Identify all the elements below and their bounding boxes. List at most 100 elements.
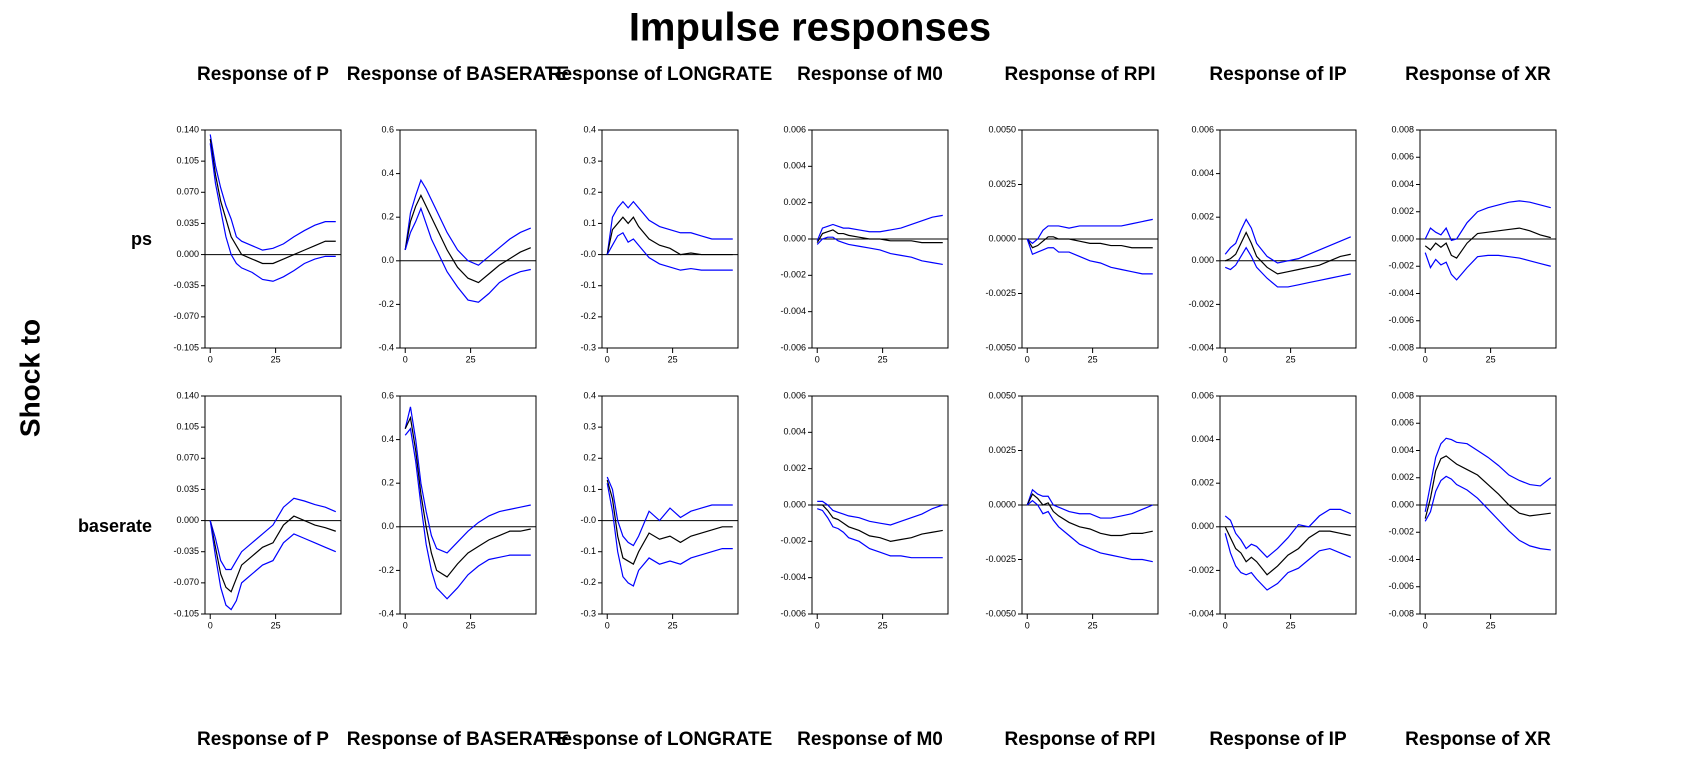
y-tick-label: -0.002 <box>1388 261 1414 271</box>
response-line <box>816 236 943 266</box>
response-line <box>1224 533 1352 591</box>
y-tick-label: 0.000 <box>176 515 199 525</box>
y-tick-label: -0.006 <box>1388 315 1414 325</box>
response-line <box>817 500 943 526</box>
panel-title: Response of BASERATE <box>347 729 569 750</box>
y-tick-label: 0.002 <box>783 463 806 473</box>
x-tick-label: 25 <box>878 354 888 364</box>
y-tick-label: 0.004 <box>1391 179 1414 189</box>
y-tick-label: 0.0 <box>381 255 394 265</box>
panel-title: Response of P <box>197 729 329 750</box>
y-tick-label: -0.004 <box>1388 288 1414 298</box>
y-tick-label: 0.4 <box>381 168 394 178</box>
x-tick-label: 25 <box>466 620 476 630</box>
response-line <box>606 231 733 271</box>
response-line <box>1026 493 1153 537</box>
y-tick-label: 0.140 <box>176 124 199 134</box>
y-tick-label: -0.008 <box>1388 608 1414 618</box>
response-line <box>404 427 531 600</box>
y-tick-label: 0.4 <box>583 390 596 400</box>
y-tick-label: -0.4 <box>378 342 394 352</box>
y-tick-label: 0.000 <box>1391 499 1414 509</box>
response-line <box>816 229 943 244</box>
y-tick-label: 0.004 <box>783 161 806 171</box>
panel-title: Response of RPI <box>1005 64 1156 85</box>
y-tick-label: 0.4 <box>381 434 394 444</box>
response-line <box>816 214 943 242</box>
response-line <box>1026 238 1153 275</box>
y-tick-label: -0.0025 <box>985 554 1016 564</box>
x-tick-label: 0 <box>403 620 408 630</box>
y-tick-label: 0.006 <box>1191 124 1214 134</box>
y-tick-label: 0.004 <box>1191 168 1214 178</box>
y-tick-label: -0.002 <box>1388 527 1414 537</box>
y-tick-label: 0.0050 <box>988 124 1016 134</box>
x-tick-label: 25 <box>1088 620 1098 630</box>
response-line <box>209 520 337 611</box>
plot-frame <box>601 129 739 349</box>
plot-frame <box>399 395 537 615</box>
y-tick-label: -0.4 <box>378 608 394 618</box>
x-tick-label: 0 <box>208 354 213 364</box>
y-tick-label: 0.002 <box>1391 206 1414 216</box>
y-tick-label: 0.2 <box>381 212 394 222</box>
y-tick-label: 0.1 <box>583 218 596 228</box>
y-tick-label: 0.0025 <box>988 445 1016 455</box>
y-tick-label: -0.2 <box>580 577 596 587</box>
y-tick-label: -0.008 <box>1388 342 1414 352</box>
x-tick-label: 0 <box>815 354 820 364</box>
plot-frame <box>1219 129 1357 349</box>
y-tick-label: -0.3 <box>580 608 596 618</box>
plot-frame <box>204 395 342 615</box>
response-line <box>1424 252 1551 281</box>
y-tick-label: 0.0025 <box>988 179 1016 189</box>
y-tick-label: -0.0 <box>580 515 596 525</box>
plot-frame <box>1219 395 1357 615</box>
response-line <box>209 497 337 571</box>
panel-title: Response of M0 <box>797 64 943 85</box>
y-tick-label: 0.008 <box>1391 124 1414 134</box>
response-line <box>1424 437 1552 512</box>
y-tick-label: 0.000 <box>176 249 199 259</box>
y-tick-label: -0.0025 <box>985 288 1016 298</box>
response-line <box>404 178 532 266</box>
y-tick-label: -0.3 <box>580 342 596 352</box>
y-tick-label: 0.4 <box>583 124 596 134</box>
y-tick-label: -0.105 <box>173 342 199 352</box>
y-tick-label: 0.004 <box>783 427 806 437</box>
x-tick-label: 25 <box>668 620 678 630</box>
y-tick-label: 0.0000 <box>988 233 1016 243</box>
y-tick-label: 0.006 <box>1391 152 1414 162</box>
panel-title: Response of IP <box>1209 64 1347 85</box>
y-tick-label: 0.002 <box>1191 478 1214 488</box>
response-line <box>817 504 943 542</box>
y-tick-label: 0.0 <box>381 521 394 531</box>
response-line <box>817 508 943 559</box>
plot-frame <box>204 129 342 349</box>
plot-frame <box>399 129 537 349</box>
panel-title: Response of LONGRATE <box>548 64 773 85</box>
x-tick-label: 25 <box>1486 620 1496 630</box>
y-tick-label: 0.006 <box>783 124 806 134</box>
x-tick-label: 0 <box>208 620 213 630</box>
y-tick-label: 0.6 <box>381 124 394 134</box>
y-tick-label: -0.2 <box>580 311 596 321</box>
y-tick-label: 0.3 <box>583 422 596 432</box>
y-tick-label: 0.002 <box>1391 472 1414 482</box>
x-tick-label: 0 <box>1025 354 1030 364</box>
y-tick-label: 0.006 <box>783 390 806 400</box>
y-tick-label: -0.004 <box>780 572 806 582</box>
panel-title: Response of BASERATE <box>347 64 569 85</box>
x-tick-label: 25 <box>878 620 888 630</box>
y-tick-label: 0.035 <box>176 218 199 228</box>
plot-frame <box>601 395 739 615</box>
y-tick-label: -0.006 <box>1388 581 1414 591</box>
y-tick-label: 0.000 <box>1391 233 1414 243</box>
y-tick-label: 0.000 <box>1191 255 1214 265</box>
y-tick-label: -0.0050 <box>985 342 1016 352</box>
y-tick-label: 0.3 <box>583 156 596 166</box>
y-tick-label: -0.1 <box>580 280 596 290</box>
y-tick-label: -0.105 <box>173 608 199 618</box>
y-tick-label: 0.070 <box>176 453 199 463</box>
